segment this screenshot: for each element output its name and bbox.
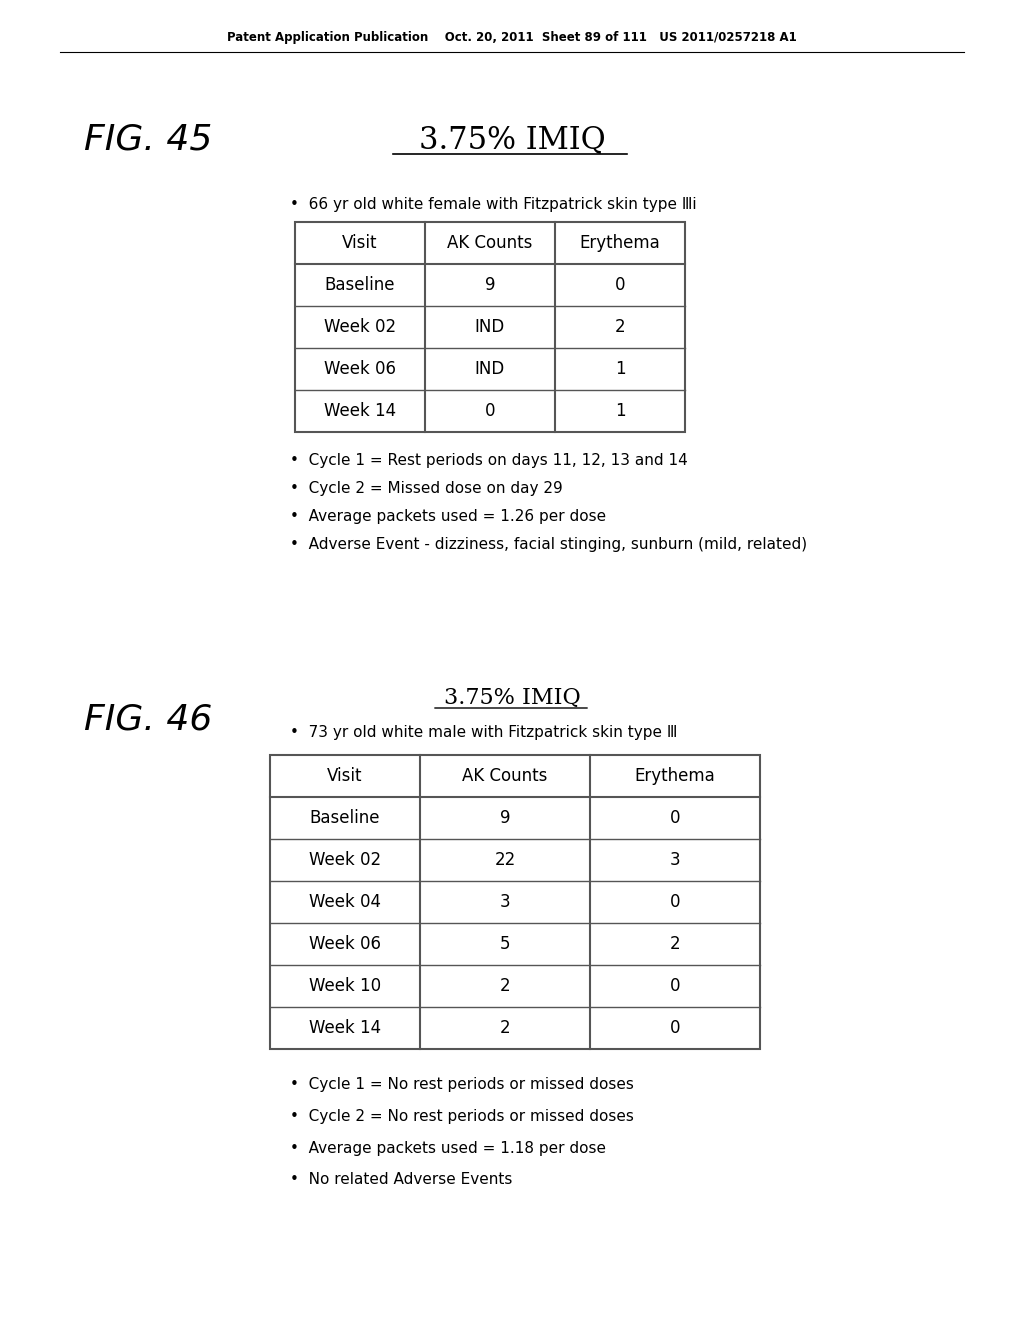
Text: Week 02: Week 02 xyxy=(324,318,396,337)
Text: •  Cycle 2 = No rest periods or missed doses: • Cycle 2 = No rest periods or missed do… xyxy=(290,1109,634,1123)
Text: 2: 2 xyxy=(670,935,680,953)
Text: Week 04: Week 04 xyxy=(309,894,381,911)
Text: •  No related Adverse Events: • No related Adverse Events xyxy=(290,1172,512,1188)
Text: 3: 3 xyxy=(500,894,510,911)
Text: Baseline: Baseline xyxy=(325,276,395,294)
Text: Week 06: Week 06 xyxy=(324,360,396,378)
Text: 2: 2 xyxy=(500,1019,510,1038)
Text: Week 14: Week 14 xyxy=(309,1019,381,1038)
Text: Visit: Visit xyxy=(342,234,378,252)
Text: Week 02: Week 02 xyxy=(309,851,381,869)
Text: 1: 1 xyxy=(614,403,626,420)
Text: •  73 yr old white male with Fitzpatrick skin type Ⅲ: • 73 yr old white male with Fitzpatrick … xyxy=(290,725,677,739)
Bar xyxy=(295,222,685,432)
Text: •  Cycle 2 = Missed dose on day 29: • Cycle 2 = Missed dose on day 29 xyxy=(290,480,563,495)
Text: 3: 3 xyxy=(670,851,680,869)
Text: Erythema: Erythema xyxy=(635,767,716,785)
Text: 2: 2 xyxy=(500,977,510,995)
Text: 0: 0 xyxy=(670,894,680,911)
Text: AK Counts: AK Counts xyxy=(447,234,532,252)
Text: 2: 2 xyxy=(614,318,626,337)
Text: •  Average packets used = 1.18 per dose: • Average packets used = 1.18 per dose xyxy=(290,1140,606,1155)
Text: FIG. 46: FIG. 46 xyxy=(84,704,212,737)
Text: 0: 0 xyxy=(670,1019,680,1038)
Text: 0: 0 xyxy=(614,276,626,294)
Text: 1: 1 xyxy=(614,360,626,378)
Text: 3.75% IMIQ: 3.75% IMIQ xyxy=(443,686,581,709)
Text: FIG. 45: FIG. 45 xyxy=(84,123,212,157)
Text: Erythema: Erythema xyxy=(580,234,660,252)
Text: Week 10: Week 10 xyxy=(309,977,381,995)
Text: 3.75% IMIQ: 3.75% IMIQ xyxy=(419,124,605,156)
Text: •  Cycle 1 = Rest periods on days 11, 12, 13 and 14: • Cycle 1 = Rest periods on days 11, 12,… xyxy=(290,453,688,467)
Text: 0: 0 xyxy=(484,403,496,420)
Text: •  Average packets used = 1.26 per dose: • Average packets used = 1.26 per dose xyxy=(290,508,606,524)
Text: 0: 0 xyxy=(670,977,680,995)
Text: Week 14: Week 14 xyxy=(324,403,396,420)
Text: AK Counts: AK Counts xyxy=(462,767,548,785)
Text: IND: IND xyxy=(475,318,505,337)
Bar xyxy=(270,755,760,1049)
Text: Visit: Visit xyxy=(328,767,362,785)
Text: 9: 9 xyxy=(500,809,510,828)
Text: Patent Application Publication    Oct. 20, 2011  Sheet 89 of 111   US 2011/02572: Patent Application Publication Oct. 20, … xyxy=(227,32,797,45)
Text: •  Adverse Event - dizziness, facial stinging, sunburn (mild, related): • Adverse Event - dizziness, facial stin… xyxy=(290,536,807,552)
Text: 0: 0 xyxy=(670,809,680,828)
Text: 9: 9 xyxy=(484,276,496,294)
Text: Week 06: Week 06 xyxy=(309,935,381,953)
Text: •  66 yr old white female with Fitzpatrick skin type Ⅲi: • 66 yr old white female with Fitzpatric… xyxy=(290,198,696,213)
Text: IND: IND xyxy=(475,360,505,378)
Text: 22: 22 xyxy=(495,851,516,869)
Text: •  Cycle 1 = No rest periods or missed doses: • Cycle 1 = No rest periods or missed do… xyxy=(290,1077,634,1092)
Text: Baseline: Baseline xyxy=(309,809,380,828)
Text: 5: 5 xyxy=(500,935,510,953)
